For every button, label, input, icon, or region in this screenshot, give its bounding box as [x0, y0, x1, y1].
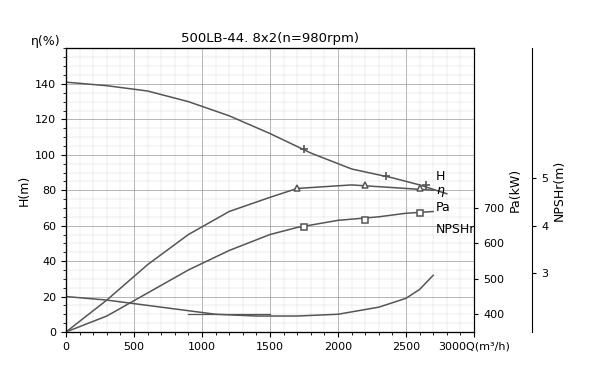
Text: η(%): η(%) [31, 35, 61, 48]
Text: Pa: Pa [436, 201, 451, 214]
Y-axis label: Pa(kW): Pa(kW) [508, 168, 521, 212]
Text: NPSHr: NPSHr [436, 223, 475, 236]
Text: H: H [436, 170, 445, 182]
Y-axis label: NPSHr(m): NPSHr(m) [553, 160, 566, 221]
Text: η: η [436, 184, 444, 197]
Y-axis label: H(m): H(m) [18, 175, 31, 206]
Title: 500LB-44. 8x2(n=980rpm): 500LB-44. 8x2(n=980rpm) [181, 32, 359, 44]
